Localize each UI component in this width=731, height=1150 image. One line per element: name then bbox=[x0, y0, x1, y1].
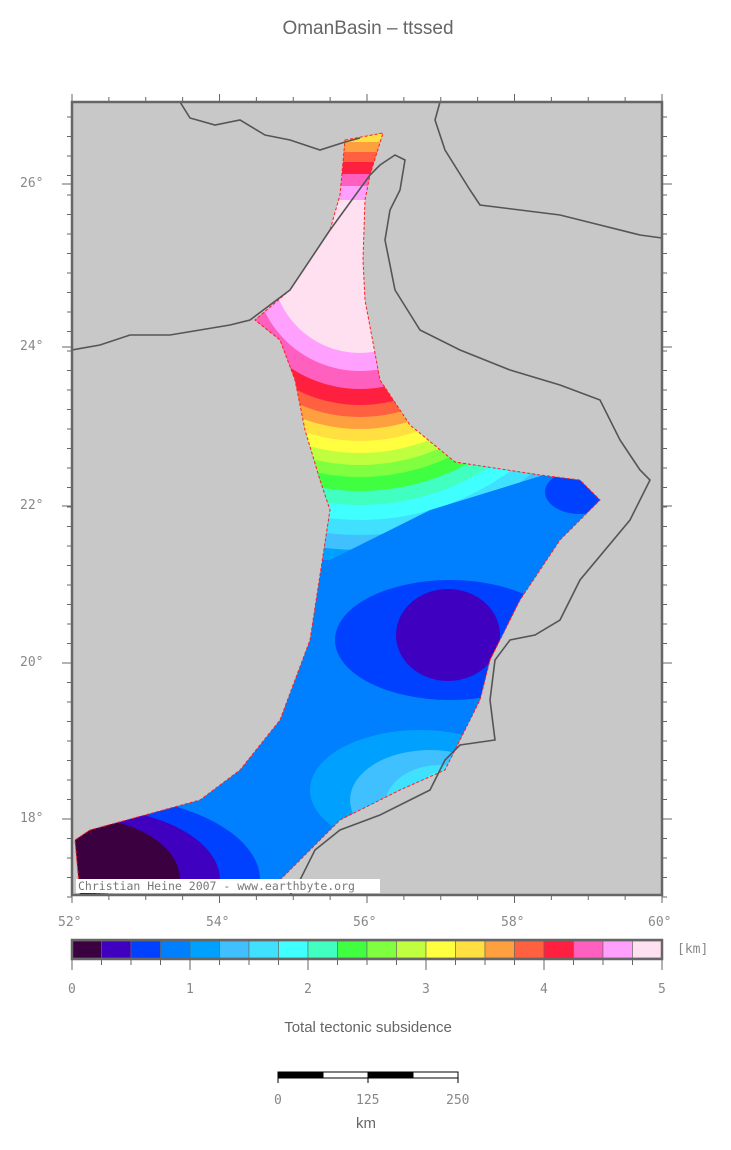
watermark: Christian Heine 2007 - www.earthbyte.org bbox=[78, 879, 355, 893]
lat-label: 24° bbox=[20, 339, 44, 354]
lon-label: 54° bbox=[206, 915, 230, 930]
colorbar-swatch bbox=[396, 940, 427, 959]
colorbar-title: Total tectonic subsidence bbox=[284, 1019, 452, 1036]
colorbar-swatch bbox=[101, 940, 132, 959]
colorbar-swatch bbox=[543, 940, 574, 959]
colorbar-swatch bbox=[514, 940, 545, 959]
lon-label: 60° bbox=[648, 915, 672, 930]
colorbar-tick-label: 2 bbox=[304, 982, 312, 997]
colorbar-swatch bbox=[189, 940, 220, 959]
colorbar-swatch bbox=[366, 940, 397, 959]
lon-label: 58° bbox=[501, 915, 525, 930]
scale-label: 125 bbox=[356, 1093, 380, 1108]
colorbar-tick-label: 5 bbox=[658, 982, 666, 997]
lat-label: 20° bbox=[20, 655, 44, 670]
colorbar-swatch bbox=[130, 940, 161, 959]
colorbar-swatch bbox=[278, 940, 309, 959]
map-title: OmanBasin – ttssed bbox=[282, 18, 454, 39]
colorbar-swatch bbox=[248, 940, 279, 959]
colorbar-tick-label: 0 bbox=[68, 982, 76, 997]
colorbar-swatch bbox=[632, 940, 663, 959]
colorbar-swatch bbox=[425, 940, 456, 959]
lat-label: 18° bbox=[20, 811, 44, 826]
colorbar-tick-label: 3 bbox=[422, 982, 430, 997]
scale-label: 250 bbox=[446, 1093, 470, 1108]
colorbar-swatch bbox=[573, 940, 604, 959]
lat-label: 26° bbox=[20, 176, 44, 191]
colorbar-tick-label: 1 bbox=[186, 982, 194, 997]
lon-label: 56° bbox=[353, 915, 377, 930]
axis-ticks bbox=[62, 94, 672, 903]
watermark-background bbox=[76, 879, 380, 893]
colorbar-swatch bbox=[71, 940, 102, 959]
colorbar-swatch bbox=[455, 940, 486, 959]
scale-unit: km bbox=[356, 1115, 376, 1132]
colorbar-swatch bbox=[484, 940, 515, 959]
lon-label: 52° bbox=[58, 915, 82, 930]
lat-label: 22° bbox=[20, 498, 44, 513]
scale-bar bbox=[277, 1071, 459, 1083]
colorbar-unit: [km] bbox=[677, 942, 709, 957]
colorbar-swatch bbox=[307, 940, 338, 959]
colorbar-swatch bbox=[219, 940, 250, 959]
colorbar-swatch bbox=[602, 940, 633, 959]
colorbar-swatch bbox=[160, 940, 191, 959]
coastlines bbox=[72, 102, 662, 895]
colorbar bbox=[70, 938, 664, 970]
scale-label: 0 bbox=[274, 1093, 282, 1108]
colorbar-swatch bbox=[337, 940, 368, 959]
colorbar-tick-label: 4 bbox=[540, 982, 548, 997]
